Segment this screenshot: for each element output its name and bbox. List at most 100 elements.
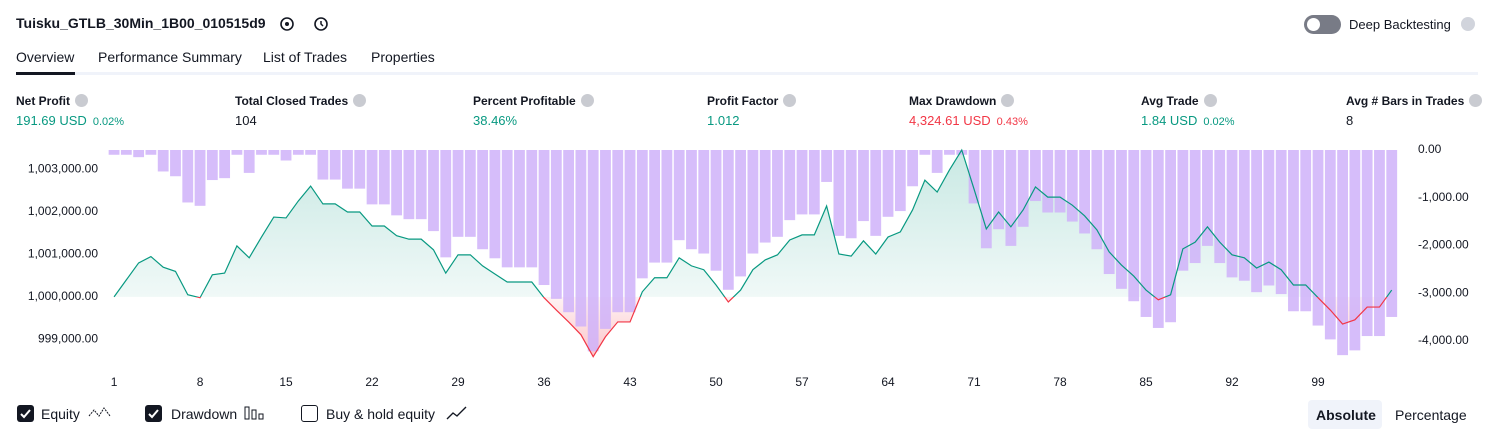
y-tick-label: 1,002,000.00 [28, 204, 98, 218]
metric-value: 38.46% [473, 113, 517, 128]
drawdown-bar [1300, 150, 1312, 312]
y2-tick-label: 0.00 [1418, 142, 1442, 156]
drawdown-bar [747, 150, 759, 254]
info-icon[interactable] [75, 94, 88, 107]
drawdown-bar [808, 150, 820, 215]
drawdown-bar [1202, 150, 1213, 246]
drawdown-bar [501, 150, 513, 268]
drawdown-bar [1165, 150, 1177, 323]
drawdown-bar [1386, 150, 1398, 317]
info-icon[interactable] [1001, 94, 1015, 107]
drawdown-bar [673, 150, 685, 241]
drawdown-bar [428, 150, 439, 232]
drawdown-bar [1214, 150, 1226, 264]
drawdown-bar [514, 150, 525, 268]
info-icon[interactable] [1469, 94, 1483, 107]
metric-label: Percent Profitable [473, 94, 594, 108]
x-tick-label: 92 [1225, 375, 1239, 389]
drawdown-bar [845, 150, 857, 239]
drawdown-bar [1116, 150, 1127, 289]
metric-label: Net Profit [16, 94, 88, 108]
drawdown-bar [1017, 150, 1029, 227]
x-tick-label: 99 [1311, 375, 1325, 389]
help-icon[interactable] [1461, 17, 1475, 31]
drawdown-bar [587, 150, 599, 352]
drawdown-bar [1066, 150, 1078, 222]
drawdown-bar [231, 150, 243, 155]
x-tick-label: 43 [623, 375, 637, 389]
checkbox[interactable] [301, 405, 318, 422]
drawdown-bar [550, 150, 562, 299]
drawdown-bar [182, 150, 194, 203]
tab[interactable]: List of Trades [263, 49, 348, 65]
drawdown-bar [378, 150, 390, 205]
metric-value: 1.84 USD 0.02% [1141, 113, 1235, 128]
drawdown-bar [784, 150, 796, 221]
equity-chart: 999,000.00 1,000,000.00 1,001,000.00 1,002,… [28, 142, 1469, 389]
tab[interactable]: Performance Summary [98, 49, 242, 65]
drawdown-bar [268, 150, 280, 155]
equity-icon [88, 407, 111, 417]
drawdown-bar [894, 150, 906, 212]
x-tick-label: 50 [709, 375, 723, 389]
mode-button-active[interactable] [1308, 400, 1382, 429]
drawdown-bar [1337, 150, 1348, 356]
drawdown-bar [1324, 150, 1336, 340]
metric-value-text: 104 [235, 113, 257, 128]
drawdown-bar [1361, 150, 1373, 337]
drawdown-bar [858, 150, 869, 222]
drawdown-bar [686, 150, 697, 250]
drawdown-bar [870, 150, 882, 236]
metric-percent: 0.02% [1203, 116, 1235, 128]
metric-value-text: 38.46% [473, 113, 518, 128]
drawdown-bar [194, 150, 206, 206]
drawdown-bar [538, 150, 550, 286]
info-icon[interactable] [1203, 94, 1217, 107]
equity-area [114, 150, 1392, 357]
drawdown-bar [1288, 150, 1299, 312]
tab[interactable]: Properties [371, 49, 435, 65]
x-tick-label: 15 [279, 375, 293, 389]
metric-label-text: Profit Factor [707, 94, 779, 108]
metric-percent: 0.02% [92, 116, 125, 128]
drawdown-bar [415, 150, 427, 220]
drawdown-bar [624, 150, 636, 313]
checkbox[interactable] [145, 405, 162, 422]
equity-line [113, 148, 1393, 358]
drawdown-bar [403, 150, 415, 220]
drawdown-bar [206, 150, 218, 181]
drawdown-bar [108, 150, 120, 155]
metric-label: Max Drawdown [909, 94, 1015, 108]
drawdown-bar [649, 150, 661, 263]
drawdown-bar [993, 150, 1005, 230]
metric-label-text: Total Closed Trades [235, 94, 349, 108]
strategy-title: Tuisku_GTLB_30Min_1B00_010515d9 [16, 15, 266, 31]
info-icon[interactable] [353, 94, 367, 107]
metric-percent: 0.43% [996, 116, 1028, 128]
drawdown-bar [735, 150, 747, 277]
x-tick-label: 78 [1053, 375, 1067, 389]
mode-label[interactable]: Percentage [1395, 407, 1467, 423]
drawdown-bar [722, 150, 734, 290]
drawdown-bar [575, 150, 587, 327]
drawdown-bar [907, 150, 919, 187]
drawdown-bar [452, 150, 464, 237]
drawdown-bar [1312, 150, 1324, 326]
info-icon[interactable] [580, 94, 594, 107]
drawdown-bar [833, 150, 845, 236]
deep-backtesting-toggle[interactable] [1304, 15, 1341, 34]
y-tick-label: 1,003,000.00 [28, 162, 98, 176]
info-icon[interactable] [783, 94, 797, 107]
tab[interactable]: Overview [16, 49, 75, 65]
x-tick-label: 57 [795, 375, 809, 389]
drawdown-bar [157, 150, 169, 172]
drawdown-bar [931, 150, 943, 173]
drawdown-bar [980, 150, 992, 249]
x-tick-label: 71 [967, 375, 981, 389]
legend-label: Equity [41, 406, 80, 422]
drawdown-bar [698, 150, 710, 254]
metric-value-text: 8 [1346, 113, 1354, 128]
checkbox[interactable] [17, 405, 34, 422]
y-tick-label: 999,000.00 [38, 331, 98, 345]
drawdown-bar [1189, 150, 1201, 264]
